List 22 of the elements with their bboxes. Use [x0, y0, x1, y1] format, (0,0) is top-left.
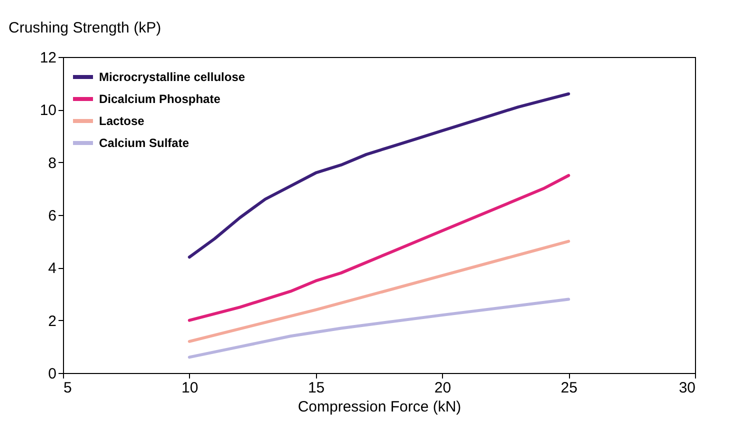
- x-tick-label: 25: [560, 380, 578, 396]
- line-series: [188, 240, 570, 343]
- y-axis-title: Crushing Strength (kP): [8, 20, 162, 36]
- y-tick-label: 2: [48, 312, 56, 330]
- y-tick-label: 6: [48, 208, 56, 224]
- legend-label: Dicalcium Phosphate: [99, 92, 221, 106]
- y-tick-label: 8: [48, 154, 56, 172]
- y-tick-label: 10: [40, 102, 56, 120]
- y-tick-label: 12: [40, 50, 56, 66]
- y-tick-label: 4: [48, 260, 56, 278]
- line-series: [188, 174, 570, 322]
- legend-label: Microcrystalline cellulose: [99, 70, 246, 84]
- x-axis-title: Compression Force (kN): [298, 398, 462, 416]
- x-tick-label: 30: [678, 380, 696, 396]
- legend-label: Lactose: [99, 114, 145, 128]
- x-tick-label: 20: [434, 380, 452, 396]
- legend-label: Calcium Sulfate: [99, 136, 190, 150]
- x-tick-label: 5: [64, 380, 72, 396]
- line-series: [188, 298, 570, 359]
- y-tick-label: 0: [48, 366, 56, 382]
- x-tick-label: 10: [182, 380, 198, 396]
- x-tick-label: 15: [308, 380, 325, 396]
